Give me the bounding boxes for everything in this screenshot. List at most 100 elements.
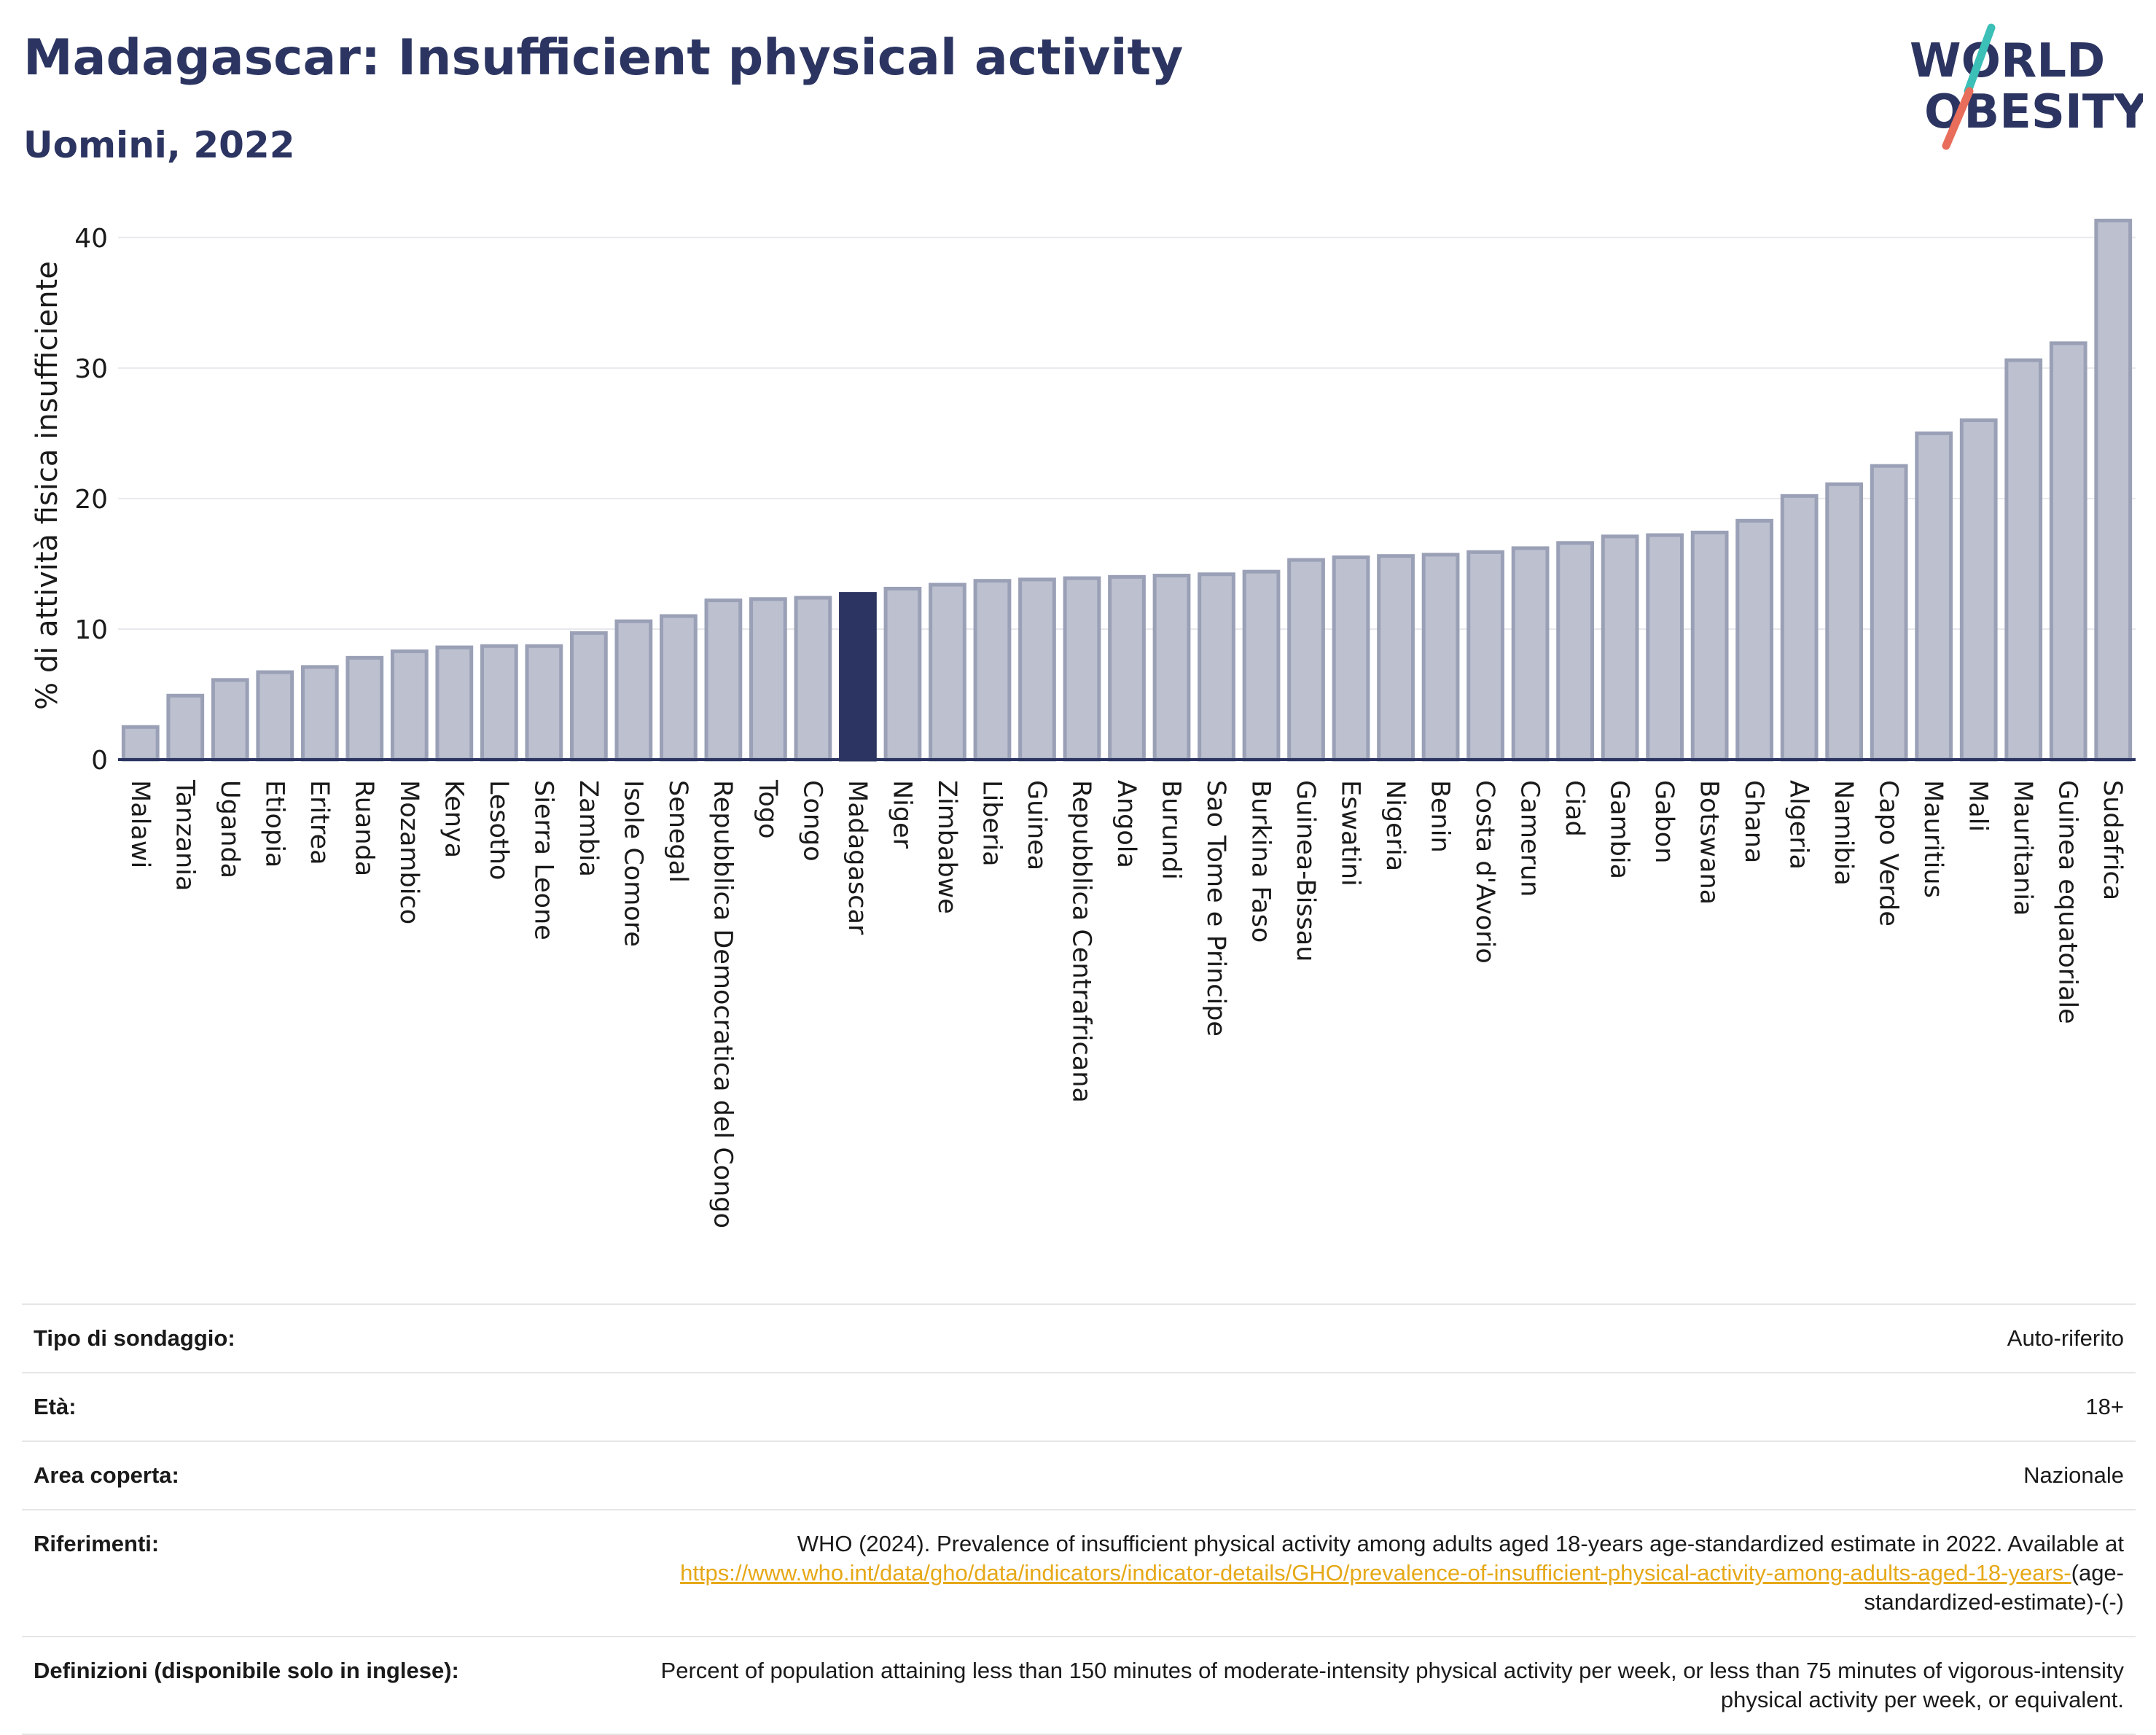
bar <box>1332 555 1370 762</box>
x-tick-label: Sao Tome e Principe <box>1201 780 1230 1037</box>
bar <box>1287 558 1325 762</box>
info-row-survey: Tipo di sondaggio: Auto-riferito <box>22 1303 2136 1373</box>
bar <box>2004 358 2043 762</box>
x-tick-label: Costa d'Avorio <box>1470 780 1499 964</box>
references-value: WHO (2024). Prevalence of insufficient p… <box>599 1509 2136 1637</box>
bar <box>1556 541 1594 762</box>
y-axis-label: % di attività fisica insufficiente <box>31 261 64 710</box>
area-value: Nazionale <box>599 1440 2136 1510</box>
bar <box>166 693 205 762</box>
x-tick-label: Burundi <box>1157 780 1186 880</box>
survey-type-value: Auto-riferito <box>599 1303 2136 1373</box>
x-tick-label: Mauritius <box>1918 780 1948 898</box>
x-tick-label: Etiopia <box>259 780 289 868</box>
bar <box>2049 341 2087 762</box>
bar <box>929 582 966 762</box>
page-title: Madagascar: Insufficient physical activi… <box>23 29 1184 87</box>
x-tick-label: Senegal <box>663 780 692 883</box>
bar <box>614 619 653 762</box>
y-tick-label: 40 <box>74 224 108 254</box>
x-tick-label: Benin <box>1426 780 1455 853</box>
x-tick-label: Botswana <box>1695 780 1724 905</box>
x-tick-label: Nigeria <box>1380 780 1410 871</box>
x-tick-label: Uganda <box>215 780 244 878</box>
bar <box>973 579 1012 762</box>
bar <box>1421 553 1460 762</box>
bar <box>480 644 518 762</box>
bar <box>525 644 563 762</box>
bar <box>569 631 608 762</box>
x-tick-label: Camerun <box>1515 780 1544 897</box>
bar <box>1063 576 1101 762</box>
bar <box>1690 530 1729 762</box>
bar <box>390 649 429 762</box>
x-tick-label: Kenya <box>439 780 468 858</box>
info-row-definitions: Definizioni (disponibile solo in inglese… <box>22 1636 2136 1735</box>
definitions-value: Percent of population attaining less tha… <box>599 1636 2136 1735</box>
x-tick-label: Liberia <box>977 780 1006 867</box>
bar <box>256 670 294 762</box>
definitions-label: Definizioni (disponibile solo in inglese… <box>22 1636 599 1735</box>
logo-slash-red <box>1942 87 1974 150</box>
x-tick-label: Gabon <box>1649 780 1679 863</box>
y-tick-label: 30 <box>74 354 108 384</box>
x-tick-label: Niger <box>887 780 916 849</box>
x-tick-label: Ruanda <box>349 780 378 876</box>
x-tick-label: Capo Verde <box>1874 780 1903 927</box>
x-tick-label: Congo <box>797 780 827 862</box>
bar <box>794 596 832 762</box>
bar <box>749 597 787 762</box>
survey-type-label: Tipo di sondaggio: <box>22 1303 599 1373</box>
bar <box>435 645 474 762</box>
bar <box>211 678 249 762</box>
bar <box>1511 546 1550 762</box>
y-tick-label: 20 <box>74 485 108 515</box>
x-tick-label: Angola <box>1112 780 1141 868</box>
bar <box>704 599 743 762</box>
bar <box>660 614 698 762</box>
bar <box>1735 518 1774 762</box>
bar <box>345 655 384 762</box>
bar <box>1825 482 1864 762</box>
bar <box>1242 569 1281 762</box>
info-row-references: Riferimenti: WHO (2024). Prevalence of i… <box>22 1509 2136 1637</box>
x-tick-label: Repubblica Democratica del Congo <box>708 780 737 1228</box>
x-tick-label: Guinea equatoriale <box>2053 780 2082 1024</box>
x-tick-label: Zambia <box>574 780 603 877</box>
y-tick-label: 0 <box>91 746 108 776</box>
x-tick-label: Eritrea <box>305 780 334 865</box>
bar <box>300 665 339 762</box>
age-label: Età: <box>22 1372 599 1441</box>
bar <box>883 586 922 762</box>
x-tick-label: Madagascar <box>843 780 872 935</box>
x-tick-label: Mali <box>1964 780 1993 832</box>
x-tick-label: Togo <box>753 779 782 838</box>
bar <box>1870 464 1908 762</box>
bar <box>1108 574 1146 762</box>
x-tick-label: Guinea <box>1022 780 1051 870</box>
bar <box>1152 574 1191 762</box>
x-tick-label: Eswatini <box>1336 780 1365 886</box>
x-tick-label: Namibia <box>1829 780 1858 886</box>
logo-slash-teal <box>1964 23 1996 95</box>
world-obesity-logo: WORLD OBESITY <box>1910 23 2143 150</box>
bar <box>839 592 877 762</box>
page-subtitle: Uomini, 2022 <box>23 124 295 166</box>
references-text: WHO (2024). Prevalence of insufficient p… <box>797 1531 2124 1556</box>
x-tick-label: Burkina Faso <box>1246 780 1276 943</box>
x-tick-label: Sudafrica <box>2098 780 2127 900</box>
x-tick-label: Lesotho <box>484 780 513 880</box>
x-tick-label: Gambia <box>1605 780 1634 879</box>
references-tail: (age-standardized-estimate)-(-) <box>1864 1560 2124 1615</box>
x-tick-label: Algeria <box>1784 780 1813 870</box>
references-link[interactable]: https://www.who.int/data/gho/data/indica… <box>680 1560 2071 1586</box>
bar <box>2094 219 2133 762</box>
bar <box>1646 533 1684 762</box>
bar <box>1915 431 1953 762</box>
x-tick-label: Ciad <box>1560 780 1589 837</box>
references-label: Riferimenti: <box>22 1509 599 1637</box>
x-tick-label: Mozambico <box>394 780 423 924</box>
info-row-area: Area coperta: Nazionale <box>22 1440 2136 1510</box>
x-tick-label: Repubblica Centrafricana <box>1066 780 1095 1103</box>
bar <box>121 725 160 762</box>
